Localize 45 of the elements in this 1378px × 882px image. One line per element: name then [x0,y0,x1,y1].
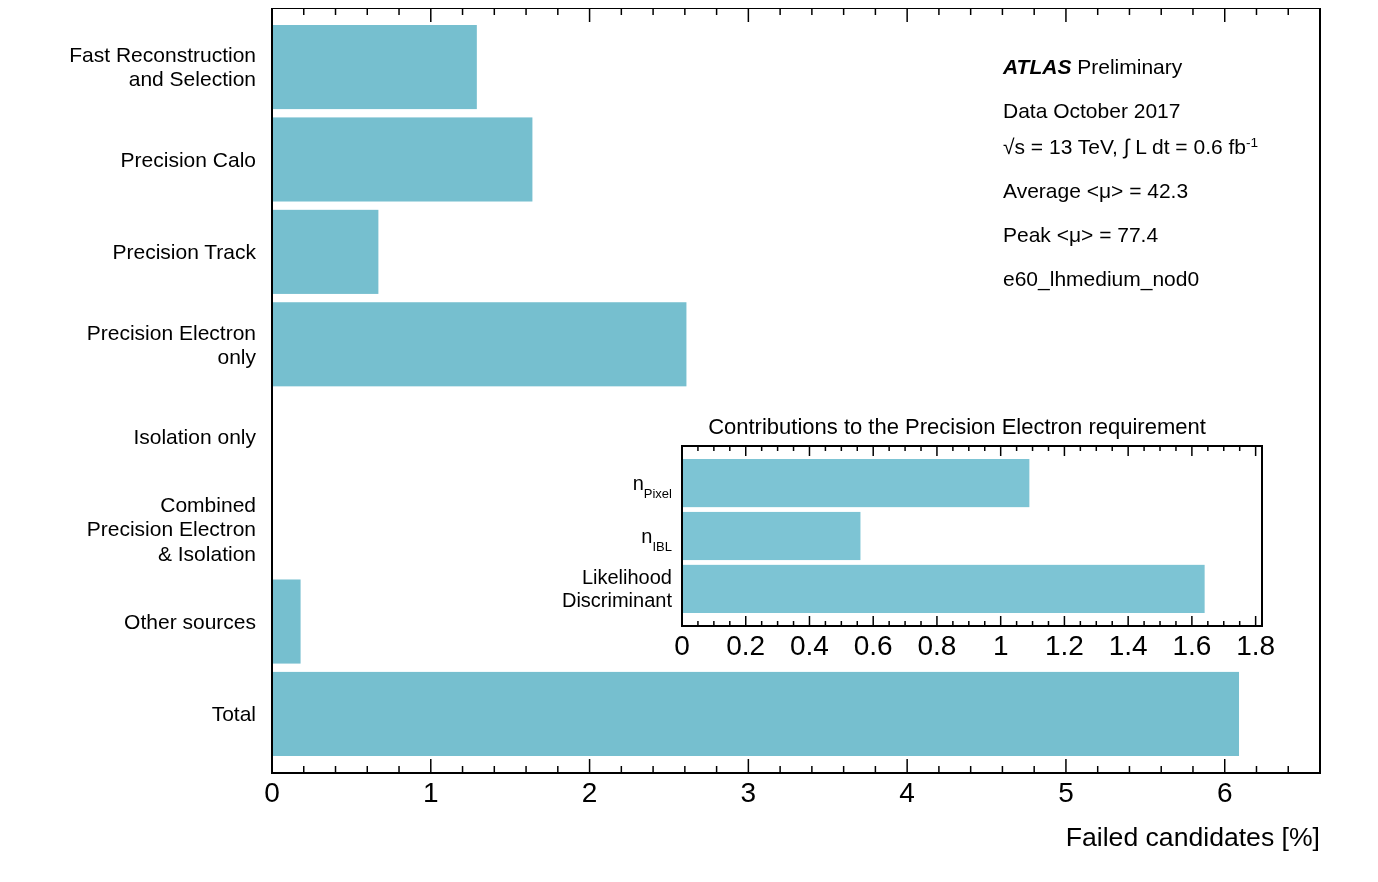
x-tick-label: 0.8 [917,630,957,662]
y-tick-label: Precision Electron only [86,320,257,368]
annotation: Average <μ> = 42.3 [1003,179,1189,202]
x-tick-label: 0.4 [790,630,829,662]
annotation: e60_lhmedium_nod0 [1003,267,1200,291]
bar [682,459,1030,508]
bar [272,671,1240,756]
x-tick-label: 0.6 [853,630,893,662]
x-tick-label: 1.8 [1236,630,1276,662]
x-tick-label: 1 [423,777,439,809]
x-tick-label: 6 [1216,777,1233,809]
x-tick-label: 1.6 [1172,630,1212,662]
x-tick-label: 0 [264,777,280,809]
x-tick-label: 4 [899,777,915,809]
chart-title: Contributions to the Precision Electron requirement [708,414,1206,439]
bar [272,25,477,110]
y-tick-label: Precision Calo [120,147,256,171]
x-tick-label: 0 [674,630,690,662]
x-tick-label: 1 [992,630,1009,662]
y-tick-label: Precision Track [112,240,257,264]
annotation: Data October 2017 [1003,99,1181,122]
bar [272,579,301,664]
y-tick-label: Isolation only [133,425,257,449]
x-tick-label: 1.4 [1108,630,1148,662]
y-tick-label: Fast Reconstruction and Selection [69,43,256,91]
y-tick-label: n$_{Pixel}$ [632,472,673,501]
bar [272,209,379,294]
annotation: Peak <μ> = 77.4 [1003,223,1159,246]
x-tick-label: 5 [1058,777,1074,809]
y-tick-label: Other sources [124,609,256,633]
bar [682,511,861,561]
bar [272,302,687,387]
annotation: ATLAS Preliminary [1002,55,1183,78]
y-tick-label: Total [211,702,256,726]
x-tick-label: 2 [581,777,598,809]
x-tick-label: 0.2 [726,630,766,662]
annotation: √s = 13 TeV, ∫ L dt = 0.6 fb$^{-1}$ [1003,134,1259,159]
x-axis-title: Failed candidates [%] [1065,821,1320,852]
x-tick-label: 3 [740,777,757,809]
y-tick-label: Likelihood Discriminant [561,566,673,612]
bar [682,564,1205,613]
x-tick-label: 1.2 [1044,630,1084,662]
y-tick-label: Combined Precision Electron & Isolation [86,493,256,565]
y-tick-label: n$_{IBL}$ [641,525,672,554]
bar [272,117,533,202]
